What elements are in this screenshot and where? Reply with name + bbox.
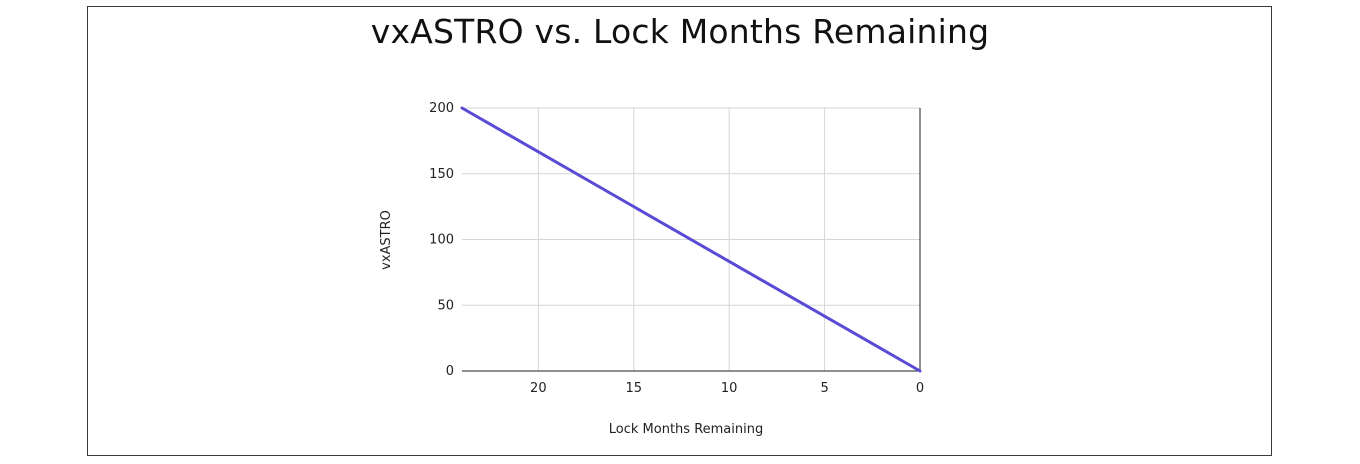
x-axis-label: Lock Months Remaining <box>609 422 763 437</box>
y-tick-label: 150 <box>429 167 454 182</box>
x-tick-label: 10 <box>721 381 738 396</box>
series-layer <box>460 106 922 373</box>
series-line-0 <box>460 106 922 373</box>
y-tick-label: 0 <box>446 364 454 379</box>
chart-title: vxASTRO vs. Lock Months Remaining <box>370 12 990 51</box>
x-tick-label: 0 <box>916 381 924 396</box>
y-tick-label: 100 <box>429 233 454 248</box>
y-axis-label: vxASTRO <box>379 210 394 270</box>
y-tick-label: 200 <box>429 101 454 116</box>
x-tick-label: 5 <box>820 381 828 396</box>
x-tick-label: 15 <box>625 381 642 396</box>
axes <box>462 108 921 372</box>
chart-frame <box>87 6 1272 456</box>
x-tick-label: 20 <box>530 381 547 396</box>
y-tick-label: 50 <box>437 298 454 313</box>
